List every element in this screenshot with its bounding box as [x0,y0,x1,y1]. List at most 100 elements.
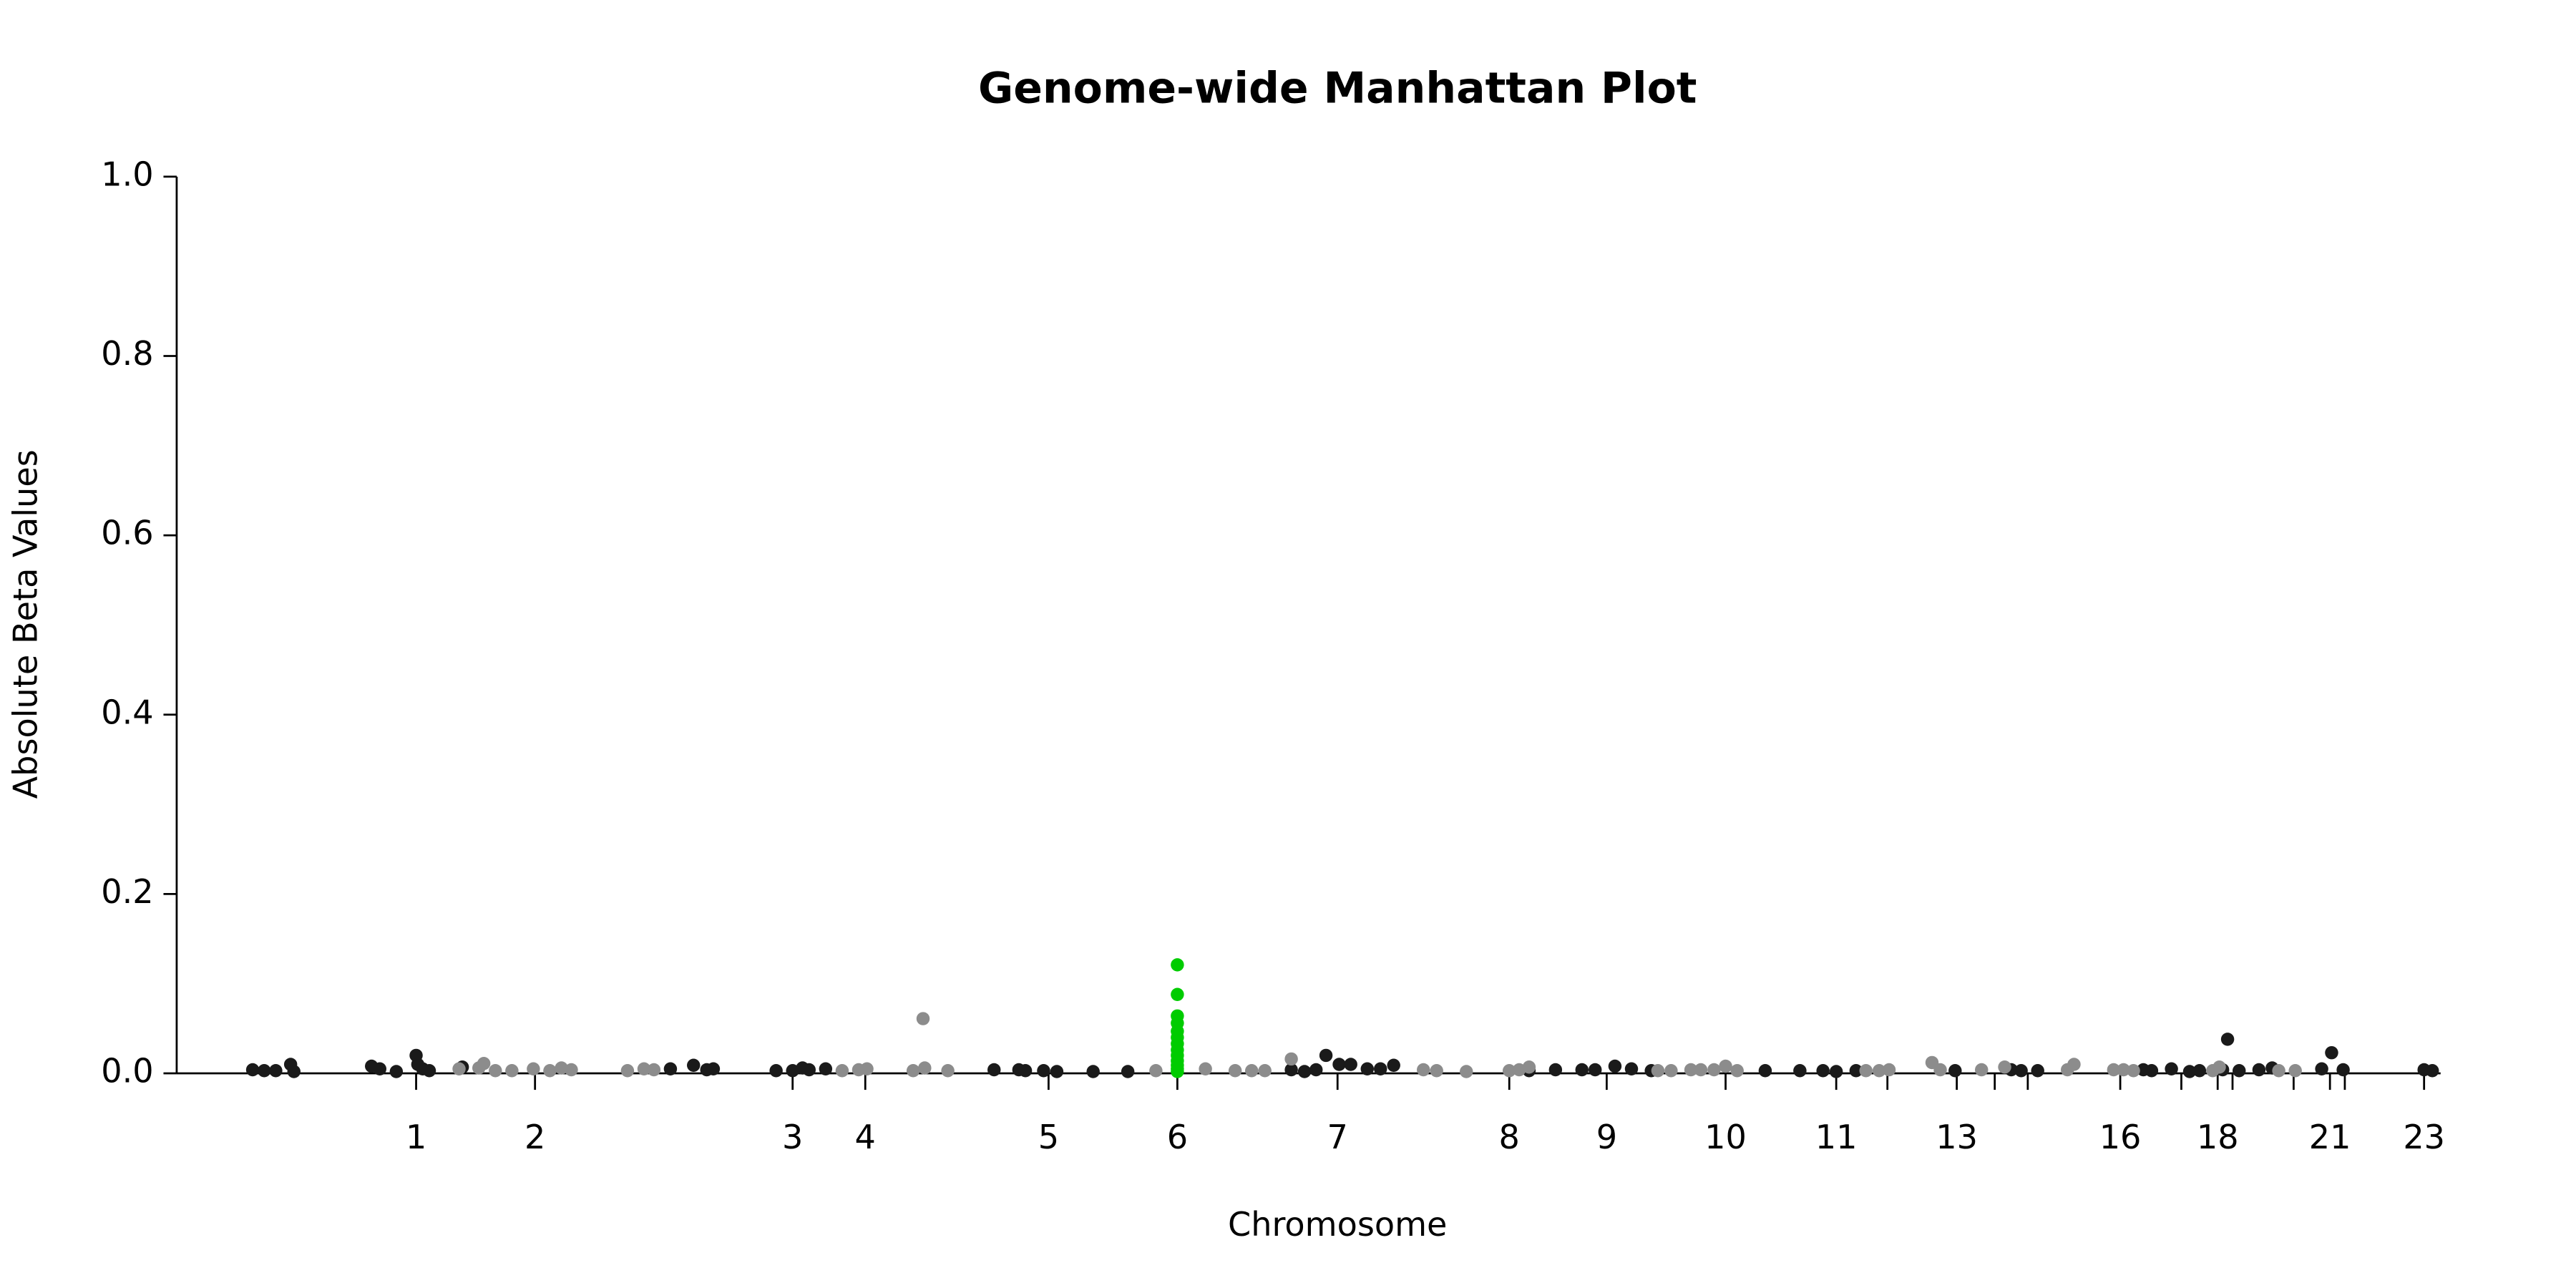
point [1228,1064,1242,1078]
point [2127,1064,2140,1078]
point [1575,1063,1589,1077]
point [1121,1065,1135,1078]
point [477,1056,491,1070]
point [1430,1064,1443,1078]
x-axis-label: Chromosome [1228,1205,1447,1244]
point [258,1064,271,1078]
x-tick-label: 6 [1167,1118,1188,1156]
point [2031,1064,2044,1078]
point [916,1012,930,1025]
point [2192,1064,2207,1078]
x-tick-label: 8 [1499,1118,1520,1156]
point [1719,1059,1732,1073]
point [505,1064,519,1078]
point [1319,1048,1333,1063]
x-tick-label: 18 [2197,1118,2239,1156]
point [1829,1065,1843,1078]
point [1948,1064,1962,1078]
point [1694,1063,1708,1077]
point [2014,1064,2028,1078]
point [1387,1058,1400,1072]
point [786,1064,799,1078]
y-tick-label: 1.0 [101,155,153,193]
point [2288,1064,2302,1078]
point [835,1064,849,1078]
point [2165,1062,2178,1075]
y-tick-label: 0.0 [101,1052,153,1091]
point [1730,1064,1744,1078]
y-axis-label: Absolute Beta Values [6,449,45,799]
point [1548,1063,1563,1077]
point [1859,1064,1873,1078]
y-tick-label: 0.8 [101,334,153,373]
point [2182,1065,2197,1078]
y-tick-label: 0.2 [101,872,153,911]
point [2233,1064,2246,1078]
x-tick-label: 13 [1936,1118,1978,1156]
point [941,1064,955,1078]
point [287,1065,301,1078]
point [1849,1064,1863,1078]
point [2107,1063,2121,1077]
point [1684,1063,1698,1077]
x-tick-label: 21 [2309,1118,2351,1156]
point [1460,1065,1473,1078]
point [1171,958,1184,972]
point [2272,1064,2285,1078]
point [2145,1064,2159,1078]
point [2336,1063,2350,1077]
point [1171,1065,1184,1078]
point [555,1061,568,1075]
point [1332,1058,1346,1071]
point [1258,1064,1272,1078]
chart-title: Genome-wide Manhattan Plot [978,64,1697,114]
point [1284,1063,1298,1077]
point [819,1062,833,1075]
point [2212,1060,2226,1074]
point [663,1062,678,1075]
y-tick-label: 0.6 [101,514,153,552]
x-tick-label: 9 [1596,1118,1617,1156]
point [2220,1033,2235,1046]
point [1503,1064,1516,1078]
point [1284,1052,1298,1066]
x-tick-label: 7 [1327,1118,1348,1156]
point [1037,1064,1050,1078]
point [906,1064,920,1078]
x-tick-label: 3 [782,1118,803,1156]
point [1707,1063,1721,1077]
point [1975,1063,1989,1077]
point [1512,1063,1526,1077]
point [1758,1064,1772,1078]
point [2426,1064,2439,1078]
x-tick-label: 4 [855,1118,876,1156]
point [1522,1060,1536,1074]
point [987,1063,1001,1077]
point [1793,1064,1807,1078]
x-tick-label: 10 [1704,1118,1747,1156]
point [1608,1059,1622,1073]
point [1344,1058,1357,1071]
point [1360,1062,1374,1075]
point [687,1058,701,1072]
point [1589,1063,1602,1077]
point [245,1063,260,1077]
point [2067,1058,2081,1071]
point [565,1063,578,1077]
point [637,1062,651,1075]
x-tick-label: 16 [2099,1118,2142,1156]
point [1018,1064,1033,1078]
x-tick-label: 2 [525,1118,545,1156]
point [1199,1062,1212,1075]
point [1624,1062,1639,1075]
point [1664,1064,1678,1078]
point [373,1062,386,1075]
point [1050,1065,1064,1078]
point [1816,1064,1830,1078]
point [1872,1064,1886,1078]
point [1171,987,1184,1001]
point [452,1062,466,1075]
point [1417,1063,1430,1077]
point [1882,1063,1896,1077]
